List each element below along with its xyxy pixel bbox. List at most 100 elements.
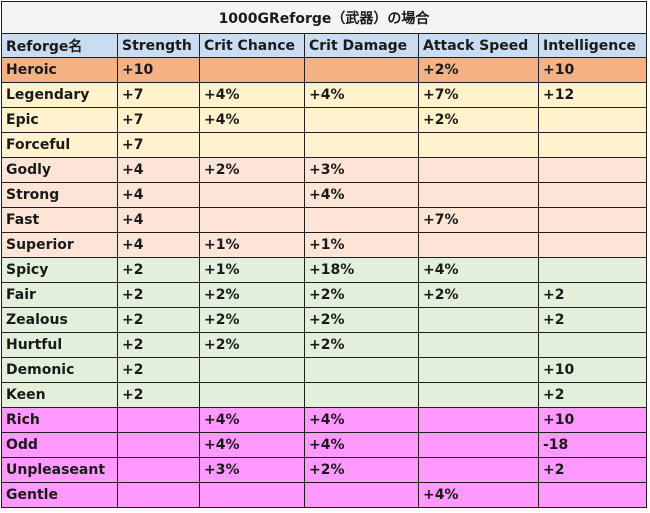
attack-speed-cell xyxy=(418,307,539,333)
table-row: Superior +4 +1% +1% xyxy=(1,232,647,258)
intelligence-cell xyxy=(538,482,647,508)
strength-cell xyxy=(117,482,200,508)
header-row: Reforge名 Strength Crit Chance Crit Damag… xyxy=(1,33,647,58)
crit-chance-cell: +3% xyxy=(199,457,305,483)
intelligence-cell xyxy=(538,182,647,208)
attack-speed-cell xyxy=(418,407,539,433)
intelligence-cell: -18 xyxy=(538,432,647,458)
attack-speed-cell xyxy=(418,182,539,208)
crit-damage-cell xyxy=(304,107,419,133)
crit-chance-cell: +2% xyxy=(199,282,305,308)
crit-damage-cell: +4% xyxy=(304,407,419,433)
column-header-crit-damage: Crit Damage xyxy=(304,33,419,58)
reforge-name-cell: Strong xyxy=(1,182,118,208)
strength-cell: +2 xyxy=(117,282,200,308)
crit-damage-cell xyxy=(304,57,419,83)
table-row: Rich +4% +4% +10 xyxy=(1,407,647,433)
intelligence-cell xyxy=(538,107,647,133)
attack-speed-cell xyxy=(418,457,539,483)
table-row: Heroic +10 +2% +10 xyxy=(1,57,647,83)
reforge-name-cell: Spicy xyxy=(1,257,118,283)
table-row: Demonic +2 +10 xyxy=(1,357,647,383)
attack-speed-cell: +4% xyxy=(418,482,539,508)
column-header-crit-chance: Crit Chance xyxy=(199,33,305,58)
table-row: Fair +2 +2% +2% +2% +2 xyxy=(1,282,647,308)
reforge-name-cell: Gentle xyxy=(1,482,118,508)
intelligence-cell xyxy=(538,132,647,158)
reforge-name-cell: Heroic xyxy=(1,57,118,83)
attack-speed-cell: +2% xyxy=(418,107,539,133)
reforge-name-cell: Forceful xyxy=(1,132,118,158)
crit-damage-cell: +2% xyxy=(304,282,419,308)
strength-cell: +2 xyxy=(117,332,200,358)
intelligence-cell: +2 xyxy=(538,307,647,333)
table-row: Keen +2 +2 xyxy=(1,382,647,408)
strength-cell: +7 xyxy=(117,132,200,158)
table-row: Unpleaseant +3% +2% +2 xyxy=(1,457,647,483)
strength-cell: +4 xyxy=(117,207,200,233)
crit-damage-cell: +4% xyxy=(304,82,419,108)
strength-cell: +4 xyxy=(117,182,200,208)
table-row: Epic +7 +4% +2% xyxy=(1,107,647,133)
attack-speed-cell: +4% xyxy=(418,257,539,283)
attack-speed-cell xyxy=(418,332,539,358)
intelligence-cell: +2 xyxy=(538,382,647,408)
reforge-name-cell: Unpleaseant xyxy=(1,457,118,483)
table-row: Gentle +4% xyxy=(1,482,647,508)
crit-chance-cell: +1% xyxy=(199,257,305,283)
reforge-name-cell: Godly xyxy=(1,157,118,183)
crit-damage-cell: +2% xyxy=(304,332,419,358)
table-row: Strong +4 +4% xyxy=(1,182,647,208)
strength-cell: +7 xyxy=(117,82,200,108)
attack-speed-cell xyxy=(418,357,539,383)
crit-chance-cell: +4% xyxy=(199,82,305,108)
attack-speed-cell xyxy=(418,232,539,258)
intelligence-cell xyxy=(538,257,647,283)
intelligence-cell: +12 xyxy=(538,82,647,108)
reforge-name-cell: Demonic xyxy=(1,357,118,383)
crit-damage-cell: +2% xyxy=(304,457,419,483)
crit-chance-cell: +4% xyxy=(199,107,305,133)
strength-cell: +2 xyxy=(117,307,200,333)
reforge-name-cell: Odd xyxy=(1,432,118,458)
attack-speed-cell: +2% xyxy=(418,282,539,308)
crit-damage-cell xyxy=(304,132,419,158)
attack-speed-cell xyxy=(418,432,539,458)
table-row: Hurtful +2 +2% +2% xyxy=(1,332,647,358)
crit-damage-cell: +18% xyxy=(304,257,419,283)
table-row: Zealous +2 +2% +2% +2 xyxy=(1,307,647,333)
reforge-name-cell: Epic xyxy=(1,107,118,133)
crit-chance-cell xyxy=(199,357,305,383)
intelligence-cell: +2 xyxy=(538,457,647,483)
strength-cell: +7 xyxy=(117,107,200,133)
crit-damage-cell xyxy=(304,207,419,233)
strength-cell: +2 xyxy=(117,257,200,283)
crit-chance-cell xyxy=(199,182,305,208)
intelligence-cell: +10 xyxy=(538,357,647,383)
column-header-intelligence: Intelligence xyxy=(538,33,647,58)
intelligence-cell xyxy=(538,332,647,358)
crit-damage-cell xyxy=(304,382,419,408)
strength-cell: +2 xyxy=(117,382,200,408)
intelligence-cell xyxy=(538,207,647,233)
strength-cell xyxy=(117,407,200,433)
intelligence-cell: +2 xyxy=(538,282,647,308)
strength-cell: +4 xyxy=(117,157,200,183)
crit-damage-cell: +4% xyxy=(304,432,419,458)
reforge-name-cell: Zealous xyxy=(1,307,118,333)
table-row: Fast +4 +7% xyxy=(1,207,647,233)
crit-damage-cell: +2% xyxy=(304,307,419,333)
title-row: 1000GReforge（武器）の場合 xyxy=(1,1,647,34)
crit-chance-cell xyxy=(199,482,305,508)
crit-chance-cell xyxy=(199,57,305,83)
attack-speed-cell: +2% xyxy=(418,57,539,83)
strength-cell xyxy=(117,432,200,458)
crit-chance-cell: +1% xyxy=(199,232,305,258)
table-row: Godly +4 +2% +3% xyxy=(1,157,647,183)
table-row: Legendary +7 +4% +4% +7% +12 xyxy=(1,82,647,108)
column-header-strength: Strength xyxy=(117,33,200,58)
strength-cell: +4 xyxy=(117,232,200,258)
crit-damage-cell: +3% xyxy=(304,157,419,183)
